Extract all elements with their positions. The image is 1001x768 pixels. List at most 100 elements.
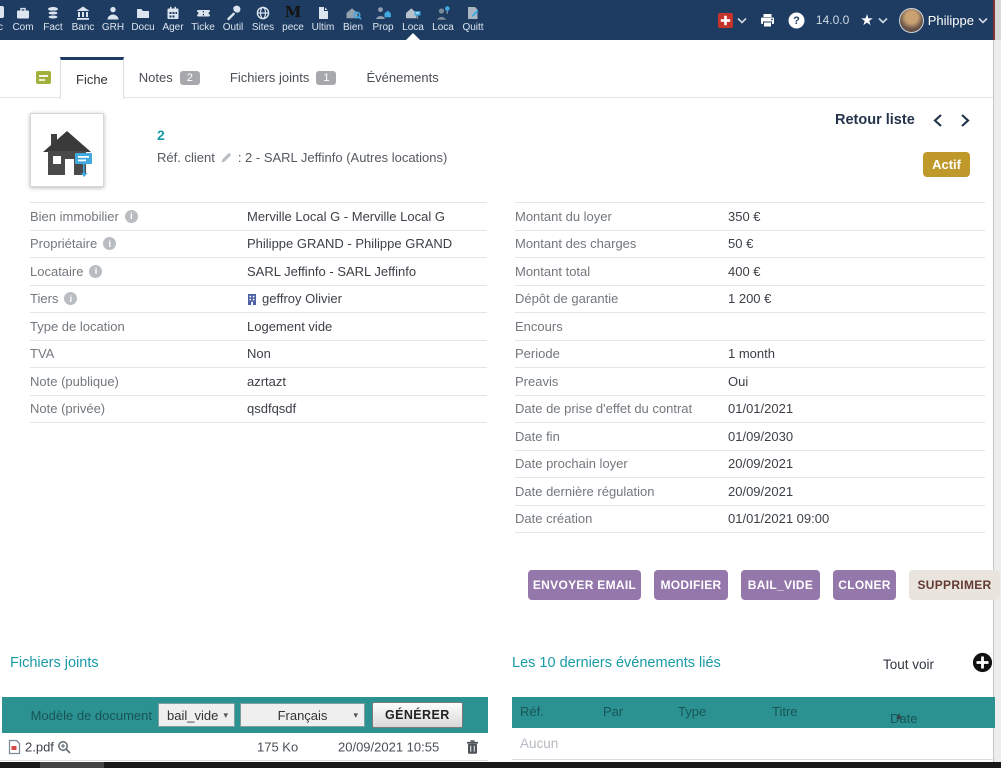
column-header-titre[interactable]: Titre — [772, 704, 798, 719]
folder-icon — [135, 4, 151, 21]
nav-item-agenda[interactable]: Ager — [158, 0, 188, 40]
tab-fiche[interactable]: Fiche — [60, 57, 124, 99]
document-model-select[interactable]: bail_vide ▾ — [158, 703, 235, 727]
table-row: Periode 1 month — [515, 341, 985, 368]
bank-icon — [75, 4, 91, 21]
back-to-list-link[interactable]: Retour liste — [835, 112, 915, 128]
user-menu[interactable]: Philippe — [898, 7, 988, 33]
edit-pencil-icon[interactable] — [220, 151, 233, 164]
table-row: TVA Non — [30, 341, 487, 368]
ticket-icon — [195, 4, 212, 21]
attachments-heading: Fichiers joints — [10, 655, 99, 671]
house-for-rent-icon — [43, 131, 92, 177]
tab-evenements[interactable]: Événements — [366, 70, 439, 85]
attachment-file-row: 2.pdf 175 Ko 20/09/2021 10:55 — [0, 733, 488, 761]
table-row: Encours — [515, 313, 985, 341]
model-label: Modèle de document — [30, 707, 152, 723]
user-name: Philippe — [927, 12, 974, 28]
nav-item-locations[interactable]: Loca — [398, 0, 428, 40]
table-row: Montant des charges 50 € — [515, 231, 985, 258]
nav-item-proprietaires[interactable]: Prop — [368, 0, 398, 40]
bail-vide-button[interactable]: BAIL_VIDE — [741, 570, 820, 600]
scrollbar-track[interactable] — [993, 40, 1001, 762]
person-house-icon — [375, 4, 392, 21]
nav-item-grh[interactable]: GRH — [98, 0, 128, 40]
avatar — [898, 7, 924, 33]
table-row: Montant total 400 € — [515, 258, 985, 286]
nav-item-sites[interactable]: Sites — [248, 0, 278, 40]
table-row: Dépôt de garantie 1 200 € — [515, 286, 985, 313]
nav-item-quittances[interactable]: Quitt — [458, 0, 488, 40]
info-icon[interactable]: i — [124, 209, 138, 223]
language-select[interactable]: Français ▾ — [240, 703, 365, 727]
tab-fichiers-joints[interactable]: Fichiers joints 1 — [215, 57, 352, 98]
window-bottom-segment — [40, 762, 104, 768]
generate-button[interactable]: GÉNÉRER — [372, 702, 463, 728]
nav-item-locataires[interactable]: Loca — [428, 0, 458, 40]
building-icon — [247, 293, 257, 305]
table-row: Date fin 01/09/2030 — [515, 423, 985, 451]
tab-notes[interactable]: Notes 2 — [124, 57, 215, 98]
house-search-icon — [345, 4, 362, 21]
nav-item-facturation[interactable]: Fact — [38, 0, 68, 40]
sort-asc-icon: ▲ — [894, 711, 904, 722]
active-menu-caret — [406, 33, 420, 40]
tabs-bar: Fiche Notes 2 Fichiers joints 1 Événements — [0, 57, 993, 99]
nav-item-outils[interactable]: Outil — [218, 0, 248, 40]
status-badge: Actif — [923, 152, 970, 177]
nav-item-truncated[interactable]: c — [0, 0, 9, 40]
nav-item-especes[interactable]: M pece — [282, 3, 304, 34]
events-heading: Les 10 derniers événements liés — [512, 655, 721, 671]
chevron-down-icon — [737, 17, 747, 24]
table-row: Date prochain loyer 20/09/2021 — [515, 451, 985, 478]
table-row: Type de location Logement vide — [30, 313, 487, 341]
notes-count-badge: 2 — [179, 70, 200, 85]
preview-magnifier-icon[interactable] — [57, 740, 71, 754]
globe-icon — [255, 4, 271, 21]
flag-icon — [717, 12, 733, 28]
table-row: Montant du loyer 350 € — [515, 203, 985, 231]
modify-button[interactable]: MODIFIER — [654, 570, 728, 600]
printer-icon[interactable] — [758, 12, 777, 29]
chevron-down-icon: ▾ — [353, 709, 358, 720]
truncated-icon — [0, 6, 4, 18]
help-icon[interactable]: ? — [788, 12, 805, 29]
favorites-menu[interactable]: ★ — [860, 11, 888, 29]
delete-button[interactable]: SUPPRIMER — [909, 570, 1000, 600]
nav-item-ultimate[interactable]: Ultim — [308, 0, 338, 40]
property-thumbnail[interactable] — [30, 113, 104, 187]
window-edge — [995, 0, 1001, 40]
trash-icon[interactable] — [466, 739, 479, 754]
table-row: Date dernière régulation 20/09/2021 — [515, 478, 985, 506]
events-empty-row: Aucun — [512, 728, 995, 760]
nav-item-documents[interactable]: Docu — [128, 0, 158, 40]
table-row: Bien immobilier i Merville Local G - Merv… — [30, 203, 487, 231]
tiers-link[interactable]: geffroy Olivier — [262, 291, 342, 307]
column-header-type[interactable]: Type — [678, 704, 707, 719]
nav-item-tickets[interactable]: Ticke — [188, 0, 218, 40]
column-header-par[interactable]: Par — [603, 704, 624, 719]
star-icon: ★ — [860, 11, 874, 29]
calendar-icon — [165, 4, 181, 21]
see-all-link[interactable]: Tout voir — [883, 657, 935, 672]
clone-button[interactable]: CLONER — [833, 570, 896, 600]
nav-item-biens[interactable]: Bien — [338, 0, 368, 40]
next-record-icon[interactable] — [960, 113, 971, 128]
nav-item-commerce[interactable]: Com — [8, 0, 38, 40]
add-event-icon[interactable] — [972, 652, 993, 673]
coins-icon — [45, 4, 61, 21]
table-row: Date de prise d'effet du contrat 01/01/20… — [515, 396, 985, 423]
language-flag-menu[interactable] — [717, 12, 747, 28]
send-email-button[interactable]: ENVOYER EMAIL — [528, 570, 641, 600]
column-header-ref[interactable]: Réf. — [520, 704, 544, 719]
details-left-table: Bien immobilier i Merville Local G - Merv… — [30, 202, 487, 423]
nav-item-banque[interactable]: Banc — [68, 0, 98, 40]
client-ref-line: Réf. client : 2 - SARL Jeffinfo (Autres … — [157, 150, 448, 165]
record-title: 2 — [157, 127, 165, 143]
top-navbar: c Com Fact Banc GRH Docu Ager Ticke — [0, 0, 1001, 40]
info-icon[interactable]: i — [89, 264, 103, 278]
previous-record-icon[interactable] — [932, 113, 943, 128]
file-name-link[interactable]: 2.pdf — [25, 739, 54, 754]
info-icon[interactable]: i — [64, 292, 78, 306]
info-icon[interactable]: i — [103, 237, 117, 251]
